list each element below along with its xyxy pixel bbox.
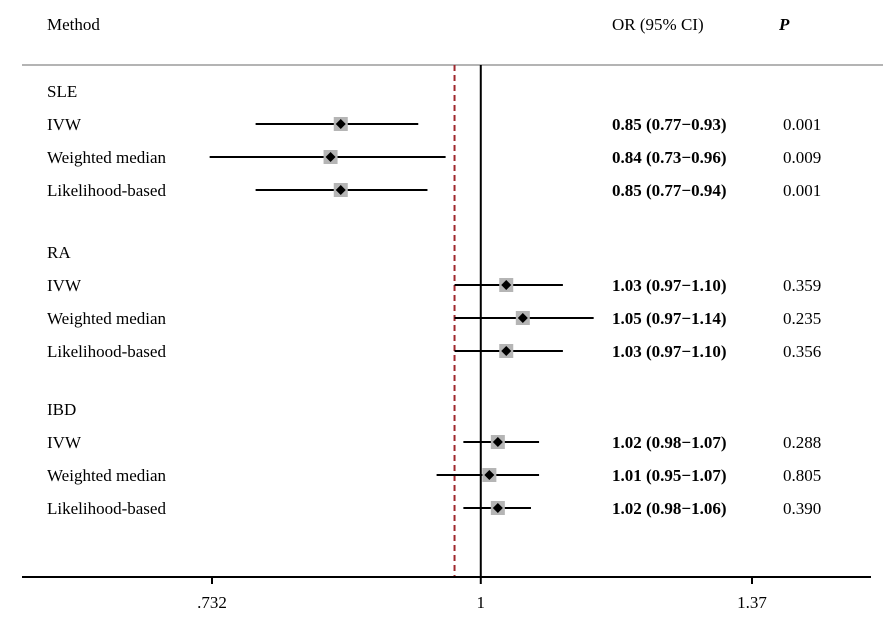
forest-row: Weighted median 1.01 (0.95−1.07) 0.805 xyxy=(47,466,821,485)
x-tick-label: .732 xyxy=(197,593,227,612)
p-value: 0.288 xyxy=(783,433,821,452)
x-axis: .732 1 1.37 xyxy=(22,576,871,612)
p-value: 0.235 xyxy=(783,309,821,328)
forest-row: Weighted median 0.84 (0.73−0.96) 0.009 xyxy=(47,148,821,167)
or-ci-value: 0.85 (0.77−0.93) xyxy=(612,115,727,134)
header-method: Method xyxy=(47,15,100,34)
p-value: 0.805 xyxy=(783,466,821,485)
point-estimate xyxy=(484,470,495,480)
forest-row: Likelihood-based 1.03 (0.97−1.10) 0.356 xyxy=(47,342,821,361)
or-ci-value: 1.01 (0.95−1.07) xyxy=(612,466,727,485)
forest-row: Likelihood-based 0.85 (0.77−0.94) 0.001 xyxy=(47,181,821,200)
row-method-label: Weighted median xyxy=(47,466,167,485)
row-method-label: IVW xyxy=(47,433,82,452)
p-value: 0.359 xyxy=(783,276,821,295)
point-estimate xyxy=(335,185,346,195)
row-method-label: Likelihood-based xyxy=(47,499,166,518)
p-value: 0.001 xyxy=(783,115,821,134)
x-tick-label: 1.37 xyxy=(737,593,767,612)
p-value: 0.009 xyxy=(783,148,821,167)
or-ci-value: 1.03 (0.97−1.10) xyxy=(612,276,727,295)
point-estimate xyxy=(517,313,528,323)
forest-row: Weighted median 1.05 (0.97−1.14) 0.235 xyxy=(47,309,821,328)
point-estimate xyxy=(325,152,336,162)
forest-row: Likelihood-based 1.02 (0.98−1.06) 0.390 xyxy=(47,499,821,518)
point-estimate xyxy=(501,280,512,290)
or-ci-value: 0.84 (0.73−0.96) xyxy=(612,148,727,167)
group-label: IBD xyxy=(47,400,76,419)
forest-row: IVW 0.85 (0.77−0.93) 0.001 xyxy=(47,115,821,134)
p-value: 0.356 xyxy=(783,342,821,361)
group-label: SLE xyxy=(47,82,77,101)
or-ci-value: 1.03 (0.97−1.10) xyxy=(612,342,727,361)
x-tick-label: 1 xyxy=(477,593,486,612)
forest-row: IVW 1.03 (0.97−1.10) 0.359 xyxy=(47,276,821,295)
forest-rows: SLE IVW 0.85 (0.77−0.93) 0.001 Weighted medi… xyxy=(47,65,821,577)
row-method-label: IVW xyxy=(47,115,82,134)
or-ci-value: 1.02 (0.98−1.06) xyxy=(612,499,727,518)
header-p: P xyxy=(778,15,790,34)
header-or-ci: OR (95% CI) xyxy=(612,15,704,34)
or-ci-value: 1.05 (0.97−1.14) xyxy=(612,309,727,328)
point-estimate xyxy=(492,503,503,513)
row-method-label: Weighted median xyxy=(47,148,167,167)
row-method-label: Likelihood-based xyxy=(47,342,166,361)
or-ci-value: 0.85 (0.77−0.94) xyxy=(612,181,727,200)
row-method-label: IVW xyxy=(47,276,82,295)
row-method-label: Weighted median xyxy=(47,309,167,328)
forest-row: IVW 1.02 (0.98−1.07) 0.288 xyxy=(47,433,821,452)
p-value: 0.390 xyxy=(783,499,821,518)
point-estimate xyxy=(335,119,346,129)
group-label: RA xyxy=(47,243,71,262)
p-value: 0.001 xyxy=(783,181,821,200)
point-estimate xyxy=(501,346,512,356)
point-estimate xyxy=(492,437,503,447)
or-ci-value: 1.02 (0.98−1.07) xyxy=(612,433,727,452)
row-method-label: Likelihood-based xyxy=(47,181,166,200)
